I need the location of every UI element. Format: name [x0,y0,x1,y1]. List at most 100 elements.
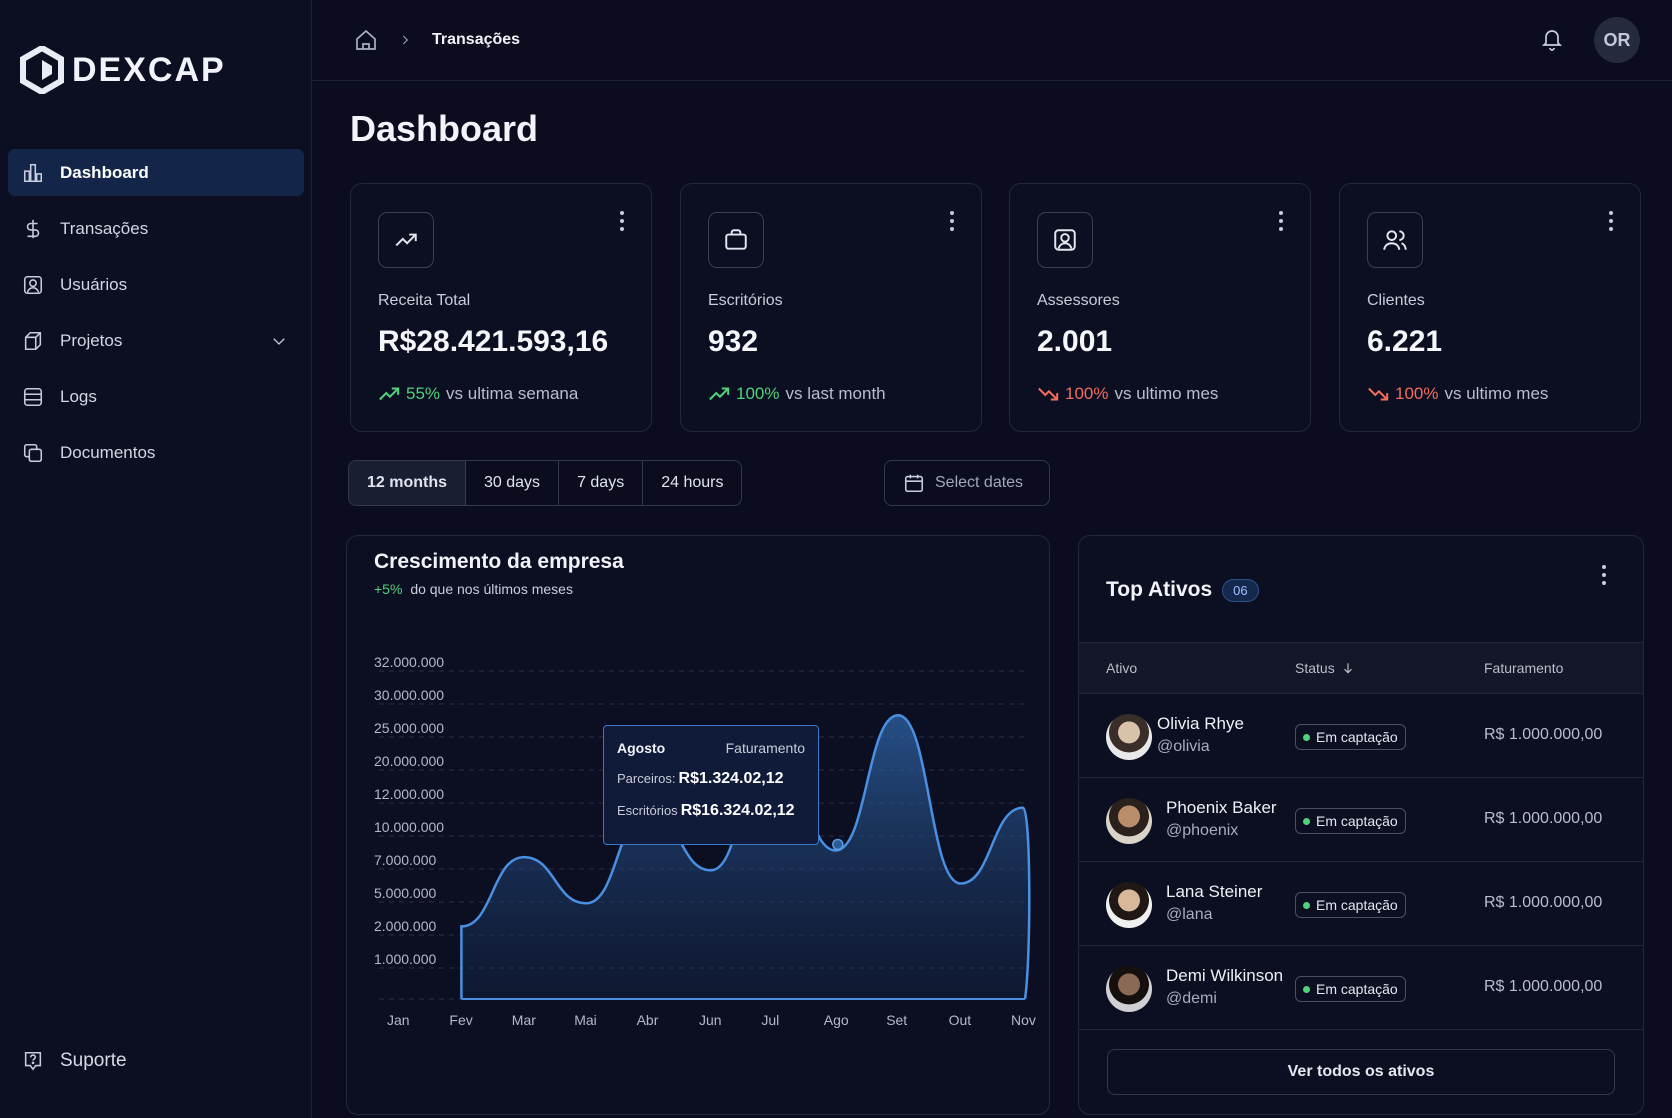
page-title: Dashboard [350,108,539,149]
range-24-hours[interactable]: 24 hours [661,474,724,491]
avatar [1106,714,1152,760]
notifications-button[interactable] [1540,26,1564,57]
y-tick-label: 1.000.000 [374,951,436,967]
trend-up-arrow-icon [709,387,730,401]
sidebar-item-label: Dashboard [60,162,149,182]
support-label: Suporte [60,1050,127,1071]
kpi-trend: 100% vs ultimo mes [1037,384,1218,404]
table-row[interactable]: Demi Wilkinson @demi Em captação R$ 1.00… [1079,946,1643,1030]
sidebar-item-logs[interactable]: Logs [8,373,304,420]
chart-delta: +5% [374,581,403,597]
cube-icon [24,331,42,350]
sidebar-item-suporte[interactable]: Suporte [22,1050,127,1072]
view-all-button[interactable]: Ver todos os ativos [1107,1049,1615,1095]
kpi-compare: vs last month [785,384,886,403]
sidebar-item-documentos[interactable]: Documentos [8,429,304,476]
more-vertical-icon[interactable] [1278,210,1284,232]
home-icon[interactable] [354,28,378,52]
user-avatar[interactable]: OR [1594,17,1640,63]
tooltip-line-escritorios: Escritórios R$16.324.02,12 [617,802,805,820]
table-row[interactable]: Olivia Rhye @olivia Em captação R$ 1.000… [1079,694,1643,778]
tooltip-line2-label: Escritórios [617,803,678,818]
bell-icon [1541,30,1563,51]
select-dates-button[interactable]: Select dates [884,460,1050,506]
kpi-card-clientes: Clientes 6.221 100% vs ultimo mes [1339,183,1641,432]
kpi-card-escritorios: Escritórios 932 100% vs last month [680,183,982,432]
tooltip-header: Faturamento [725,740,805,756]
kpi-value: 6.221 [1367,325,1443,358]
y-tick-label: 10.000.000 [374,819,444,835]
kpi-change: 55% [406,384,441,403]
status-badge: Em captação [1295,892,1406,918]
column-faturamento[interactable]: Faturamento [1484,660,1564,676]
more-vertical-icon[interactable] [1608,210,1614,232]
sidebar-item-label: Projetos [60,330,123,350]
sidebar-item-projetos[interactable]: Projetos [8,317,304,364]
sidebar-item-usuarios[interactable]: Usuários [8,261,304,308]
chart-tooltip: Agosto Faturamento Parceiros: R$1.324.02,… [603,725,819,845]
bar-chart-icon [23,163,43,182]
range-7-days[interactable]: 7 days [559,461,644,505]
sidebar-item-label: Usuários [60,274,128,294]
kpi-change: 100% [736,384,780,403]
brand-logo[interactable]: DEXCAP [20,46,226,94]
briefcase-icon [725,229,747,250]
status-label: Em captação [1316,897,1398,913]
sidebar-item-dashboard[interactable]: Dashboard [8,149,304,196]
sidebar-item-transacoes[interactable]: Transações [8,205,304,252]
column-ativo[interactable]: Ativo [1106,660,1138,676]
time-range-selector: 12 months 30 days 7 days 24 hours [348,460,743,506]
status-dot [1303,985,1310,993]
x-tick-label: Nov [1011,1012,1036,1028]
table-row[interactable]: Phoenix Baker @phoenix Em captação R$ 1.… [1079,778,1643,862]
kpi-icon-box [708,212,764,268]
row-amount: R$ 1.000.000,00 [1484,978,1603,995]
breadcrumb-current[interactable]: Transações [432,31,521,48]
y-tick-label: 30.000.000 [374,687,444,703]
row-name: Demi Wilkinson [1166,966,1284,985]
kpi-compare: vs ultima semana [446,384,579,403]
user-square-icon [23,275,43,294]
row-amount: R$ 1.000.000,00 [1484,894,1603,911]
help-square-icon [24,1051,42,1071]
kpi-compare: vs ultimo mes [1444,384,1549,403]
breadcrumb: Transações [354,28,520,52]
y-tick-label: 12.000.000 [374,786,444,802]
status-dot [1303,733,1310,741]
highlight-point [832,838,844,851]
status-dot [1303,817,1310,825]
more-vertical-icon[interactable] [619,210,625,232]
sidebar-item-label: Logs [60,386,97,406]
x-tick-label: Mai [574,1012,597,1028]
tooltip-line2-value: R$16.324.02,12 [680,802,795,819]
sidebar: DEXCAP Dashboard Transações Usuários Pro… [0,0,312,1118]
users-icon [1383,230,1407,250]
y-tick-label: 2.000.000 [374,918,436,934]
x-tick-label: Jul [761,1012,779,1028]
row-name: Lana Steiner [1166,882,1263,901]
brand-name: DEXCAP [72,50,226,89]
x-tick-label: Jan [387,1012,410,1028]
sidebar-item-label: Transações [60,218,149,238]
select-dates-label: Select dates [935,474,1024,491]
user-square-icon [1054,229,1076,251]
row-name: Olivia Rhye [1157,714,1244,733]
more-vertical-icon[interactable] [949,210,955,232]
copy-icon [23,443,43,462]
range-12-months[interactable]: 12 months [349,461,467,505]
more-vertical-icon[interactable] [1601,564,1607,586]
sidebar-item-label: Documentos [60,442,156,462]
x-tick-label: Out [949,1012,972,1028]
chevron-down-icon[interactable] [270,332,288,350]
table-row[interactable]: Lana Steiner @lana Em captação R$ 1.000.… [1079,862,1643,946]
avatar [1106,798,1152,844]
kpi-icon-box [1037,212,1093,268]
column-status[interactable]: Status [1295,660,1355,676]
y-tick-label: 5.000.000 [374,885,436,901]
x-tick-label: Jun [699,1012,722,1028]
kpi-value: 2.001 [1037,325,1113,358]
chart-subtitle: +5% do que nos últimos meses [374,581,573,597]
range-30-days[interactable]: 30 days [466,461,560,505]
list-icon [23,387,43,406]
trend-up-arrow-icon [379,387,400,401]
